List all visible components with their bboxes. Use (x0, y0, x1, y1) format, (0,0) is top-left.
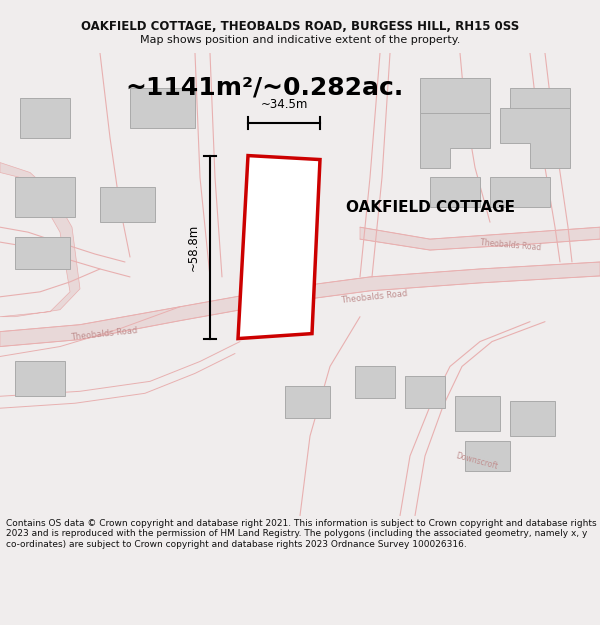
Polygon shape (405, 376, 445, 408)
Text: Map shows position and indicative extent of the property.: Map shows position and indicative extent… (140, 35, 460, 45)
Polygon shape (420, 112, 490, 168)
Polygon shape (15, 361, 65, 396)
Polygon shape (100, 188, 155, 222)
Polygon shape (15, 177, 75, 217)
Text: ~34.5m: ~34.5m (260, 98, 308, 111)
Polygon shape (355, 366, 395, 398)
Polygon shape (0, 162, 80, 317)
Polygon shape (455, 396, 500, 431)
Polygon shape (285, 386, 330, 418)
Polygon shape (465, 441, 510, 471)
Polygon shape (0, 262, 600, 346)
Polygon shape (510, 401, 555, 436)
Polygon shape (490, 177, 550, 208)
Polygon shape (510, 88, 570, 122)
Text: Downscroft: Downscroft (455, 451, 499, 471)
Polygon shape (360, 227, 600, 250)
Polygon shape (20, 98, 70, 138)
Text: ~1141m²/~0.282ac.: ~1141m²/~0.282ac. (126, 76, 404, 100)
Polygon shape (130, 88, 195, 127)
Text: Theobalds Road: Theobalds Road (340, 289, 407, 305)
Text: OAKFIELD COTTAGE, THEOBALDS ROAD, BURGESS HILL, RH15 0SS: OAKFIELD COTTAGE, THEOBALDS ROAD, BURGES… (81, 20, 519, 32)
Polygon shape (430, 177, 480, 208)
Text: Theobalds Road: Theobalds Road (480, 238, 542, 252)
Text: OAKFIELD COTTAGE: OAKFIELD COTTAGE (346, 200, 515, 215)
Polygon shape (420, 78, 490, 112)
Text: Theobalds Road: Theobalds Road (70, 326, 137, 342)
Polygon shape (500, 108, 570, 168)
Polygon shape (238, 156, 320, 339)
Text: Contains OS data © Crown copyright and database right 2021. This information is : Contains OS data © Crown copyright and d… (6, 519, 596, 549)
Text: ~58.8m: ~58.8m (187, 224, 200, 271)
Polygon shape (15, 237, 70, 269)
